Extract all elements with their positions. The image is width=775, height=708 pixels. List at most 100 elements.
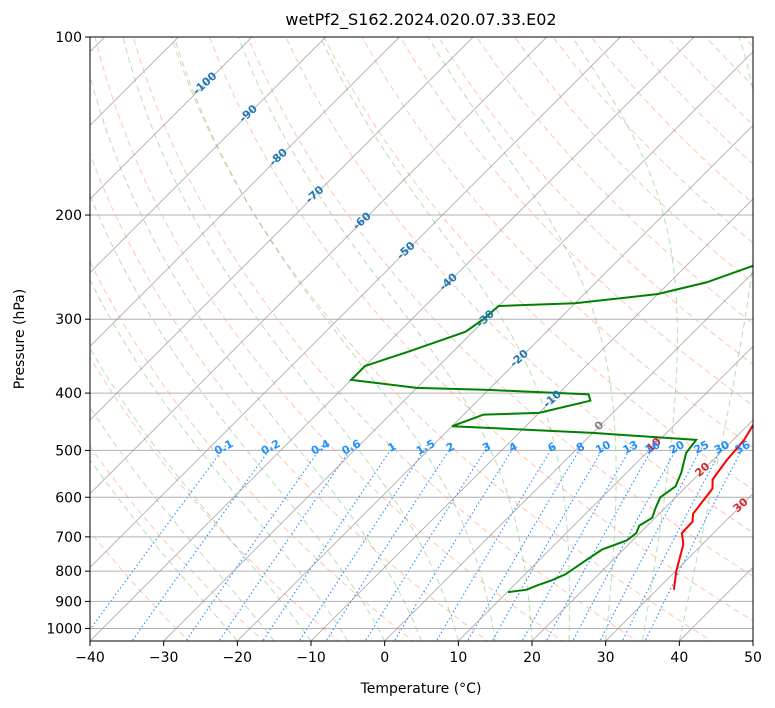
moist-adiabat	[90, 458, 238, 641]
isotherm	[531, 419, 753, 641]
mixing-ratio-line	[466, 444, 583, 641]
isotherm	[90, 37, 326, 274]
y-tick-label: 900	[55, 594, 82, 610]
y-tick-label: 200	[55, 208, 82, 224]
x-tick-label: −30	[149, 650, 179, 666]
dry-adiabat	[90, 530, 190, 641]
dry-adiabat	[552, 37, 753, 244]
moist-adiabat	[173, 37, 496, 641]
dry-adiabat	[90, 152, 489, 641]
isotherm-label: 20	[692, 460, 712, 480]
mixing-ratio-label: 1	[386, 440, 399, 455]
mixing-ratio-label: 13	[621, 438, 641, 457]
x-tick-label: −20	[223, 650, 253, 666]
mixing-ratio-label: 36	[733, 438, 753, 457]
moist-adiabat	[90, 278, 349, 641]
mixing-ratio-line	[644, 444, 745, 641]
x-tick-label: 30	[597, 650, 615, 666]
mixing-ratio-line	[90, 444, 227, 631]
mixing-ratio-label: 0.4	[309, 437, 333, 458]
dry-adiabat	[323, 37, 753, 491]
mixing-ratio-label: 0.2	[259, 437, 282, 458]
mixing-ratio-line	[491, 444, 606, 641]
dry-adiabat	[590, 37, 753, 205]
isotherm	[163, 51, 753, 641]
temperature-profile	[672, 423, 753, 590]
mixing-ratio-line	[131, 444, 274, 641]
mixing-ratio-label: 3	[480, 440, 493, 455]
moist-adiabat	[237, 37, 533, 641]
mixing-ratio-label: 6	[546, 440, 559, 455]
y-tick-label: 600	[55, 490, 82, 506]
mixing-ratio-label: 20	[667, 438, 687, 457]
isotherm	[90, 37, 474, 421]
x-tick-label: 40	[670, 650, 688, 666]
isotherm	[237, 124, 753, 641]
y-axis-label: Pressure (hPa)	[12, 289, 28, 389]
mixing-ratio-label: 10	[593, 438, 613, 457]
moist-adiabat	[122, 37, 459, 641]
isotherm	[90, 37, 253, 200]
dry-adiabat	[628, 37, 753, 165]
dry-adiabat	[94, 37, 564, 641]
y-tick-label: 500	[55, 443, 82, 459]
moist-adiabat	[678, 37, 753, 641]
dry-adiabat	[437, 37, 753, 365]
isotherm	[90, 37, 695, 641]
isotherm	[605, 493, 753, 641]
dry-adiabat	[132, 37, 638, 641]
isotherm	[310, 198, 753, 641]
isotherm	[679, 566, 753, 641]
x-tick-label: 20	[523, 650, 541, 666]
y-tick-label: 1000	[46, 621, 82, 637]
mixing-ratio-line	[218, 444, 354, 641]
dry-adiabat	[90, 445, 265, 641]
x-tick-label: −10	[296, 650, 326, 666]
isotherm	[752, 640, 753, 641]
x-tick-label: 0	[380, 650, 389, 666]
dry-adiabat	[361, 37, 753, 448]
mixing-ratio-line	[262, 444, 395, 641]
moist-adiabat	[571, 37, 678, 641]
y-tick-label: 300	[55, 312, 82, 328]
dry-adiabat	[208, 37, 753, 622]
dry-adiabat	[755, 10, 775, 644]
x-axis-label: Temperature (°C)	[360, 681, 482, 697]
moist-adiabat	[427, 37, 617, 641]
mixing-ratio-label: 0.1	[212, 437, 235, 458]
y-tick-label: 100	[55, 30, 82, 46]
y-tick-label: 800	[55, 564, 82, 580]
isotherm	[90, 37, 621, 568]
isotherm	[458, 345, 753, 641]
y-tick-label: 700	[55, 530, 82, 546]
dry-adiabat	[743, 37, 753, 48]
mixing-ratio-line	[599, 444, 704, 641]
mixing-ratio-label: 0.6	[340, 437, 364, 458]
moist-adiabat	[90, 73, 422, 641]
mixing-ratio-label: 2	[444, 440, 457, 455]
x-tick-label: −40	[75, 650, 105, 666]
isotherm	[90, 37, 547, 495]
dry-adiabat	[704, 37, 753, 87]
dry-adiabat	[247, 37, 753, 577]
x-tick-label: 10	[449, 650, 467, 666]
moist-adiabat	[90, 406, 275, 641]
dewpoint-profile	[348, 264, 753, 594]
isotherm	[90, 37, 400, 347]
plot-frame	[89, 36, 754, 642]
x-tick-label: 50	[744, 650, 762, 666]
moist-adiabat	[90, 347, 312, 641]
mixing-ratio-line	[545, 444, 655, 641]
mixing-ratio-line	[364, 444, 489, 641]
chart-title: wetPf2_S162.2024.020.07.33.E02	[285, 10, 556, 30]
mixing-ratio-line	[572, 444, 679, 641]
mixing-ratio-label: 30	[712, 438, 732, 457]
dry-adiabat	[170, 37, 713, 641]
moist-adiabat	[90, 193, 386, 641]
mixing-ratio-label: 1.5	[414, 437, 437, 458]
mixing-ratio-line	[298, 444, 429, 641]
mixing-ratio-label: 8	[574, 440, 587, 455]
mixing-ratio-label: 16	[643, 438, 663, 457]
mixing-ratio-line	[325, 444, 453, 641]
